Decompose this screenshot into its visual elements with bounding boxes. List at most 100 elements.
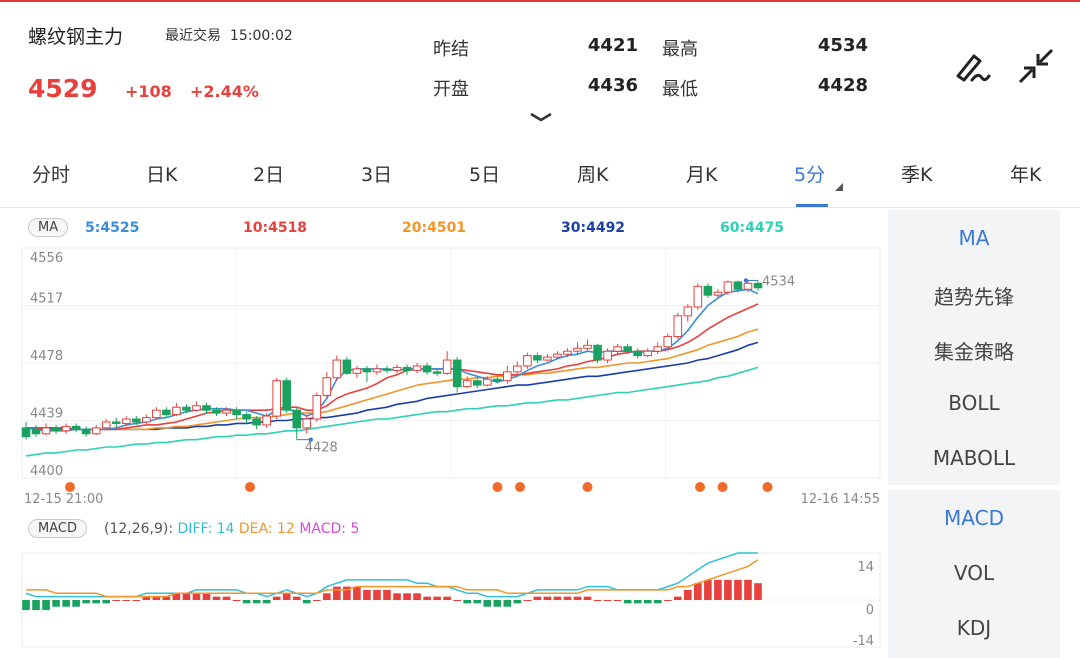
candle — [242, 414, 251, 420]
signal-marker — [492, 482, 503, 492]
indicator-trend-pioneer[interactable]: 趋势先锋 — [934, 285, 1014, 309]
pen-draw-icon[interactable] — [952, 46, 992, 86]
candle — [252, 418, 261, 426]
high-annotation: 4534 — [762, 274, 795, 289]
macd-bar — [483, 600, 492, 607]
tab-5min[interactable]: 5分 — [794, 164, 826, 186]
tab-quarterly-k[interactable]: 季K — [901, 164, 933, 186]
series-line-ma60 — [25, 366, 759, 457]
candle — [272, 380, 281, 417]
tab-intraday[interactable]: 分时 — [32, 164, 71, 186]
macd-bar — [593, 600, 602, 601]
candle — [613, 346, 622, 352]
macd-bar — [363, 589, 371, 600]
candle — [743, 282, 753, 290]
macd-bar — [232, 600, 241, 601]
tab-weekly-k[interactable]: 周K — [577, 164, 609, 186]
macd-bar — [463, 600, 472, 604]
candle — [452, 359, 462, 388]
recent-trade-time: 15:00:02 — [229, 28, 293, 44]
tab-2day[interactable]: 2日 — [253, 164, 285, 186]
macd-bar — [633, 600, 642, 604]
macd-badge[interactable]: MACD — [28, 519, 87, 538]
candle — [372, 368, 382, 373]
macd-bar — [383, 589, 391, 600]
candle — [212, 409, 221, 414]
candle — [101, 421, 111, 429]
macd-bar — [734, 579, 742, 600]
macd-bar — [152, 596, 161, 600]
indicator-kdj[interactable]: KDJ — [956, 616, 992, 640]
indicator-gold-strategy[interactable]: 集金策略 — [934, 340, 1014, 364]
macd-value: MACD: 5 — [299, 521, 360, 537]
macd-params: (12,26,9): — [104, 521, 174, 537]
candle — [533, 355, 542, 361]
macd-bar — [513, 600, 522, 604]
macd-bar — [543, 596, 552, 600]
macd-diff: DIFF: 14 — [177, 521, 235, 537]
recent-trade-label: 最近交易 15:00:02 — [165, 28, 293, 44]
macd-bar — [112, 600, 121, 601]
ma-badge[interactable]: MA — [28, 218, 69, 237]
macd-bar — [603, 600, 612, 601]
indicator-macd[interactable]: MACD — [944, 506, 1004, 530]
tab-5day[interactable]: 5日 — [469, 164, 501, 186]
quote-label-high: 最高 — [662, 39, 698, 60]
macd-bar — [262, 600, 271, 604]
macd-bar — [212, 596, 221, 600]
indicator-maboll[interactable]: MABOLL — [932, 446, 1016, 470]
macd-bar — [724, 579, 732, 600]
macd-bar — [704, 579, 712, 600]
macd-bar — [373, 589, 381, 600]
macd-bar — [393, 593, 401, 600]
quote-value-high: 4534 — [817, 35, 868, 56]
tab-yearly-k[interactable]: 年K — [1010, 164, 1042, 186]
macd-bar — [563, 596, 572, 600]
macd-bar — [132, 600, 141, 601]
indicator-boll[interactable]: BOLL — [948, 391, 1000, 415]
candle — [312, 394, 322, 420]
candle — [182, 406, 191, 411]
indicator-vol[interactable]: VOL — [953, 561, 995, 585]
candle — [232, 409, 241, 416]
series-line-ma5 — [25, 288, 759, 432]
high-marker-dot — [743, 278, 749, 283]
candle — [422, 365, 432, 373]
chevron-down-icon[interactable] — [528, 110, 554, 124]
candle — [593, 344, 602, 361]
macd-chart[interactable]: 14 0 -14 — [0, 545, 885, 655]
candle — [513, 365, 522, 373]
indicator-ma[interactable]: MA — [958, 226, 990, 250]
candle — [653, 346, 663, 352]
candlestick-chart[interactable]: 4556 4517 4478 4439 4400 4534 4428 12-15 21:00 1… — [0, 240, 885, 510]
macd-bar — [613, 600, 622, 601]
tab-monthly-k[interactable]: 月K — [686, 164, 718, 186]
price-axis-label: 4400 — [30, 464, 63, 479]
macd-bar — [573, 596, 582, 600]
macd-bar — [673, 596, 682, 600]
tab-3day[interactable]: 3日 — [361, 164, 393, 186]
candle — [382, 368, 392, 371]
collapse-arrows-icon[interactable] — [1016, 46, 1056, 86]
candle — [703, 285, 713, 296]
dropdown-triangle-icon[interactable] — [834, 182, 844, 192]
tab-daily-k[interactable]: 日K — [146, 164, 178, 186]
quote-label-prev-settle: 昨结 — [433, 39, 469, 60]
macd-bar — [92, 600, 100, 604]
macd-bar — [192, 593, 201, 600]
candle — [31, 428, 41, 435]
ma5-value: 5:4525 — [85, 220, 140, 236]
macd-bar — [553, 596, 562, 600]
macd-bar — [714, 579, 722, 600]
candle — [583, 344, 592, 349]
candle — [111, 421, 121, 424]
active-tab-underline — [796, 204, 828, 207]
macd-bar — [323, 593, 331, 600]
price-axis-label: 4517 — [30, 292, 63, 307]
candle — [543, 356, 552, 361]
candle — [723, 281, 733, 293]
macd-bar — [663, 600, 672, 601]
period-tabs: 分时 日K 2日 3日 5日 周K 月K 5分 季K 年K — [0, 150, 1080, 208]
macd-bar — [423, 596, 431, 600]
macd-bar — [302, 600, 311, 604]
